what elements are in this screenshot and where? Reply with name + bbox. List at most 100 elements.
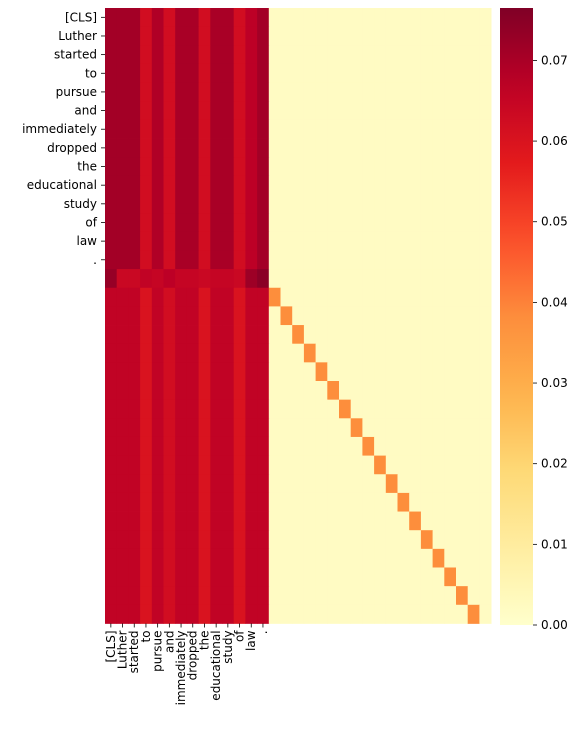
heatmap-cell bbox=[479, 586, 492, 606]
heatmap-cell bbox=[245, 157, 258, 177]
heatmap-cell bbox=[292, 325, 305, 345]
heatmap-cell bbox=[140, 250, 153, 270]
heatmap-cell bbox=[339, 418, 352, 438]
heatmap-cell bbox=[362, 362, 375, 382]
heatmap-cell bbox=[456, 381, 469, 401]
heatmap-cell bbox=[339, 436, 352, 456]
heatmap-cell bbox=[116, 45, 129, 65]
heatmap-cell bbox=[198, 138, 211, 158]
heatmap-cell bbox=[163, 492, 176, 512]
heatmap-cell bbox=[479, 194, 492, 214]
heatmap-cell bbox=[233, 194, 246, 214]
heatmap-cell bbox=[397, 511, 410, 531]
heatmap-cell bbox=[140, 82, 153, 102]
heatmap-cell bbox=[116, 63, 129, 83]
heatmap-cell bbox=[374, 381, 387, 401]
heatmap-cell bbox=[268, 474, 281, 494]
heatmap-cell bbox=[257, 492, 270, 512]
heatmap-cell bbox=[456, 194, 469, 214]
heatmap-cell bbox=[151, 418, 164, 438]
heatmap-cell bbox=[303, 45, 316, 65]
heatmap-cell bbox=[105, 101, 118, 121]
heatmap-cell bbox=[362, 8, 375, 28]
heatmap-cell bbox=[385, 436, 398, 456]
heatmap-cell bbox=[397, 138, 410, 158]
heatmap-cell bbox=[409, 362, 422, 382]
heatmap-cell bbox=[385, 101, 398, 121]
heatmap-cell bbox=[116, 325, 129, 345]
heatmap-cell bbox=[280, 175, 293, 195]
heatmap-cell bbox=[420, 101, 433, 121]
heatmap-cell bbox=[280, 548, 293, 568]
heatmap-cell bbox=[479, 530, 492, 550]
heatmap-cell bbox=[303, 306, 316, 326]
heatmap-cell bbox=[268, 45, 281, 65]
heatmap-cell bbox=[479, 362, 492, 382]
heatmap-cell bbox=[432, 45, 445, 65]
heatmap-cell bbox=[479, 306, 492, 326]
heatmap-cell bbox=[315, 325, 328, 345]
heatmap-cell bbox=[292, 250, 305, 270]
heatmap-cell bbox=[257, 194, 270, 214]
heatmap-cell bbox=[233, 82, 246, 102]
heatmap-cell bbox=[467, 586, 480, 606]
x-axis-ticks: [CLS]Lutherstartedtopursueandimmediately… bbox=[104, 623, 270, 705]
heatmap-cell bbox=[198, 269, 211, 289]
heatmap-cell bbox=[292, 586, 305, 606]
heatmap-cell bbox=[362, 381, 375, 401]
heatmap-cell bbox=[151, 250, 164, 270]
heatmap-cell bbox=[222, 269, 235, 289]
heatmap-cell bbox=[444, 474, 457, 494]
heatmap-cell bbox=[397, 82, 410, 102]
heatmap-cell bbox=[303, 418, 316, 438]
heatmap-cell bbox=[186, 530, 199, 550]
heatmap-cell bbox=[327, 213, 340, 233]
heatmap-cell bbox=[315, 269, 328, 289]
heatmap-cell bbox=[210, 82, 223, 102]
heatmap-cell bbox=[444, 101, 457, 121]
heatmap-cell bbox=[350, 63, 363, 83]
heatmap-cell bbox=[350, 194, 363, 214]
heatmap-cell bbox=[385, 511, 398, 531]
heatmap-cell bbox=[198, 418, 211, 438]
heatmap-cell bbox=[292, 194, 305, 214]
heatmap-cell bbox=[385, 530, 398, 550]
heatmap-cell bbox=[280, 399, 293, 419]
heatmap-cell bbox=[479, 455, 492, 475]
heatmap-cell bbox=[210, 511, 223, 531]
heatmap-cell bbox=[257, 63, 270, 83]
heatmap-cell bbox=[233, 492, 246, 512]
heatmap-cell bbox=[385, 362, 398, 382]
heatmap-cell bbox=[210, 567, 223, 587]
heatmap-cell bbox=[385, 8, 398, 28]
y-axis-ticks: [CLS] Luther started to pursue and immediately… bbox=[22, 10, 105, 267]
heatmap-cell bbox=[222, 586, 235, 606]
heatmap-cell bbox=[444, 8, 457, 28]
heatmap-cell bbox=[245, 455, 258, 475]
heatmap-cell bbox=[327, 63, 340, 83]
heatmap-cell bbox=[385, 567, 398, 587]
heatmap-cell bbox=[479, 604, 492, 624]
heatmap-cell bbox=[222, 381, 235, 401]
heatmap-cell bbox=[315, 548, 328, 568]
heatmap-cell bbox=[479, 548, 492, 568]
heatmap-cell bbox=[397, 530, 410, 550]
heatmap-cell bbox=[257, 250, 270, 270]
heatmap-cell bbox=[128, 269, 141, 289]
heatmap-cell bbox=[303, 604, 316, 624]
heatmap-cell bbox=[292, 269, 305, 289]
heatmap-cell bbox=[327, 26, 340, 46]
heatmap-cell bbox=[198, 343, 211, 363]
heatmap-cell bbox=[116, 548, 129, 568]
heatmap-cell bbox=[456, 474, 469, 494]
heatmap-cell bbox=[210, 306, 223, 326]
heatmap-cell bbox=[467, 474, 480, 494]
y-tick-label: Luther bbox=[58, 29, 97, 43]
heatmap-cell bbox=[222, 119, 235, 139]
heatmap-cell bbox=[374, 119, 387, 139]
heatmap-cell bbox=[280, 101, 293, 121]
heatmap-cell bbox=[151, 45, 164, 65]
heatmap-cell bbox=[245, 436, 258, 456]
x-tick-label: . bbox=[256, 630, 270, 634]
